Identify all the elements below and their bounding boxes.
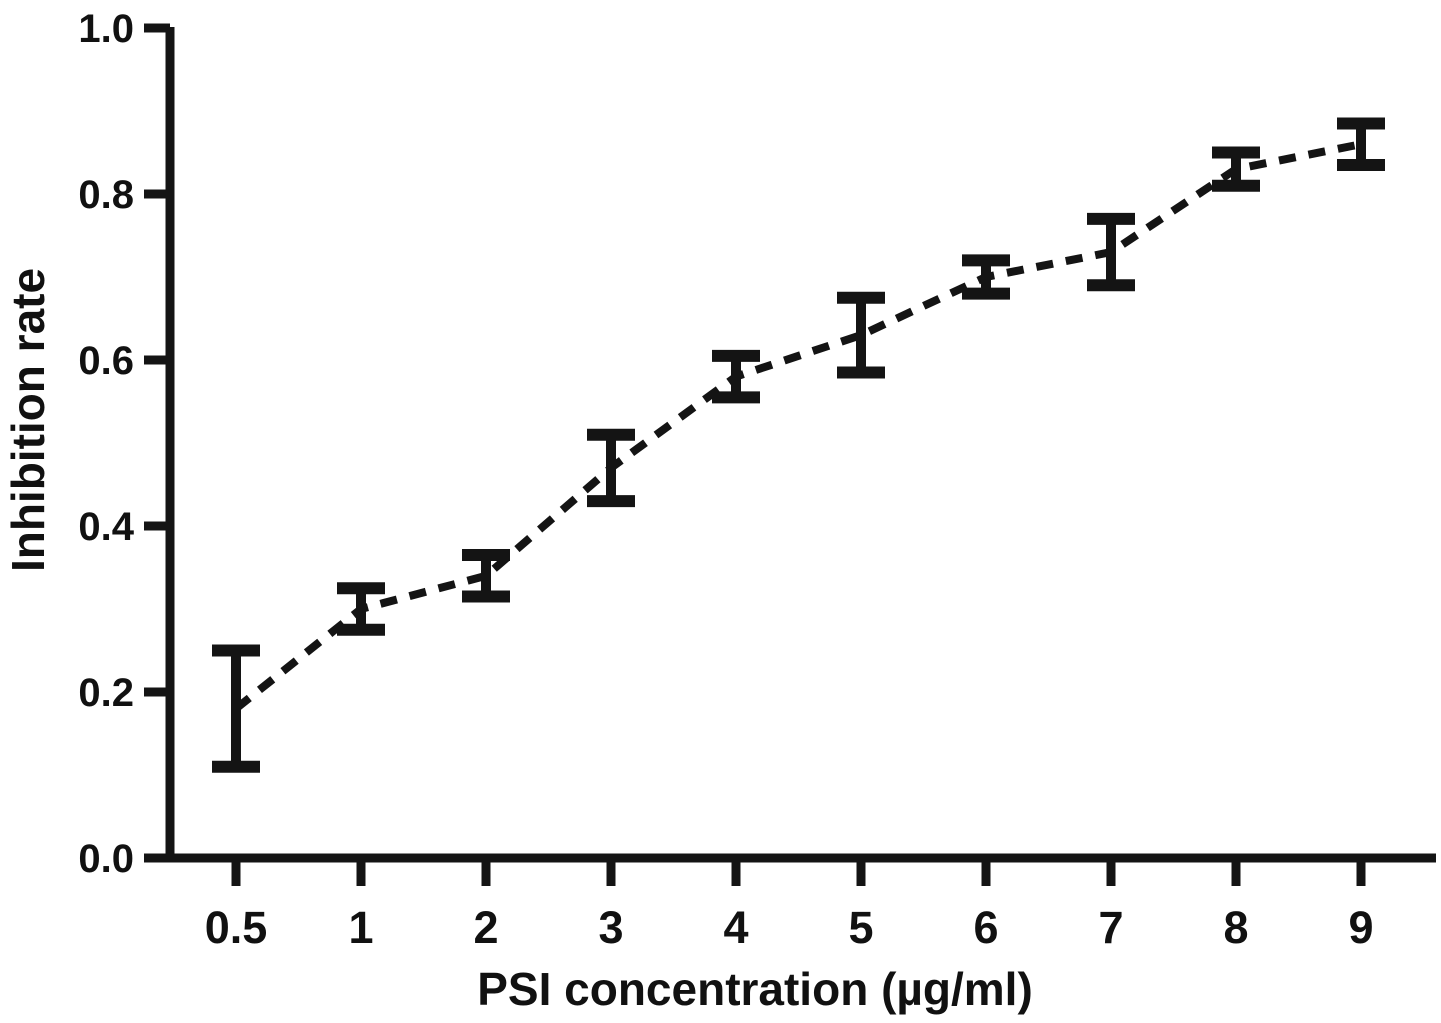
x-tick-label: 0.5 bbox=[205, 902, 268, 953]
error-bar bbox=[837, 291, 885, 379]
x-tick-label: 3 bbox=[598, 902, 623, 953]
x-tick-label: 6 bbox=[973, 902, 998, 953]
y-tick-label: 0.2 bbox=[78, 671, 134, 715]
x-tick-label: 5 bbox=[848, 902, 873, 953]
x-tick-label: 4 bbox=[723, 902, 748, 953]
x-tick-label: 9 bbox=[1348, 902, 1373, 953]
error-bar bbox=[337, 582, 385, 636]
y-tick-label: 0.6 bbox=[78, 339, 134, 383]
x-tick-label: 8 bbox=[1223, 902, 1248, 953]
error-bar bbox=[962, 254, 1010, 300]
error-bar bbox=[1087, 212, 1135, 292]
x-tick-label: 2 bbox=[473, 902, 498, 953]
y-tick-label: 0.0 bbox=[78, 837, 134, 881]
x-axis-title: PSI concentration (µg/ml) bbox=[477, 963, 1033, 1015]
y-tick-label: 0.8 bbox=[78, 173, 134, 217]
error-bar bbox=[212, 644, 260, 773]
error-bar bbox=[587, 428, 635, 508]
error-bar bbox=[1212, 146, 1260, 192]
error-bar bbox=[462, 549, 510, 603]
x-tick-label: 7 bbox=[1098, 902, 1123, 953]
y-tick-label: 1.0 bbox=[78, 7, 134, 51]
series-dashed-line bbox=[233, 140, 1362, 712]
error-bar bbox=[1337, 117, 1385, 171]
y-axis-title: Inhibition rate bbox=[2, 268, 54, 572]
x-tick-label: 1 bbox=[348, 902, 373, 953]
error-bar bbox=[712, 349, 760, 404]
y-tick-label: 0.4 bbox=[78, 505, 134, 549]
